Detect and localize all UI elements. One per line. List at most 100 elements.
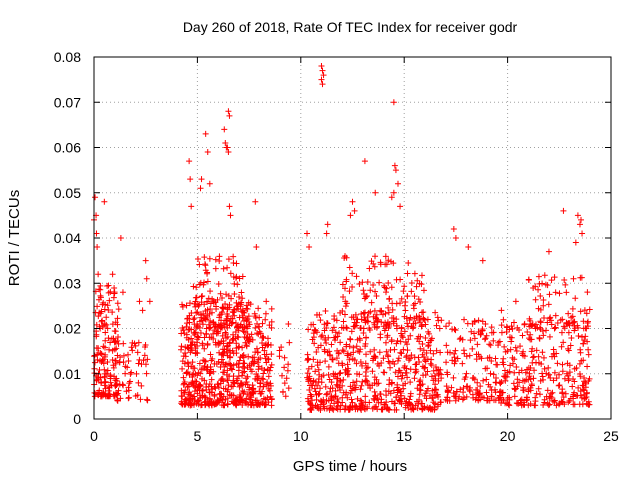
data-point bbox=[281, 380, 288, 387]
data-point bbox=[559, 368, 566, 375]
data-point bbox=[496, 338, 503, 345]
data-point bbox=[224, 377, 231, 384]
data-point bbox=[211, 391, 218, 398]
data-point bbox=[405, 357, 412, 364]
data-point bbox=[383, 392, 390, 399]
data-point bbox=[187, 400, 194, 407]
data-point bbox=[377, 261, 384, 268]
data-point bbox=[254, 349, 261, 356]
data-point bbox=[401, 283, 408, 290]
data-point bbox=[363, 351, 370, 358]
data-point bbox=[385, 309, 392, 316]
data-point bbox=[323, 339, 330, 346]
data-point bbox=[242, 339, 249, 346]
data-point bbox=[418, 272, 425, 279]
data-point bbox=[352, 311, 359, 318]
data-point bbox=[575, 384, 582, 391]
data-point bbox=[367, 348, 374, 355]
data-point bbox=[423, 388, 430, 395]
data-point bbox=[120, 340, 127, 347]
data-point bbox=[196, 392, 203, 399]
data-point bbox=[529, 354, 536, 361]
data-point bbox=[585, 351, 592, 358]
data-point bbox=[127, 371, 134, 378]
data-point bbox=[347, 212, 354, 219]
data-point bbox=[93, 321, 100, 328]
data-point bbox=[369, 405, 376, 412]
data-point bbox=[565, 399, 572, 406]
data-point bbox=[530, 353, 537, 360]
data-point bbox=[415, 354, 422, 361]
data-point bbox=[373, 403, 380, 410]
data-point bbox=[235, 367, 242, 374]
data-point bbox=[559, 399, 566, 406]
data-point bbox=[104, 325, 111, 332]
data-point bbox=[527, 331, 534, 338]
data-point bbox=[111, 284, 118, 291]
data-point bbox=[577, 373, 584, 380]
data-point bbox=[583, 400, 590, 407]
data-point bbox=[412, 320, 419, 327]
data-point bbox=[506, 402, 513, 409]
data-point bbox=[198, 176, 205, 183]
data-point bbox=[499, 359, 506, 366]
data-point bbox=[212, 385, 219, 392]
data-point bbox=[342, 303, 349, 310]
data-point bbox=[509, 325, 516, 332]
data-point bbox=[220, 321, 227, 328]
data-point bbox=[180, 374, 187, 381]
data-point bbox=[236, 275, 243, 282]
data-point bbox=[329, 327, 336, 334]
data-point bbox=[451, 393, 458, 400]
data-point bbox=[110, 364, 117, 371]
data-point bbox=[183, 370, 190, 377]
data-point bbox=[233, 396, 240, 403]
data-point bbox=[207, 351, 214, 358]
data-point bbox=[282, 393, 289, 400]
data-point bbox=[138, 382, 145, 389]
data-point bbox=[230, 377, 237, 384]
data-point bbox=[226, 391, 233, 398]
data-point bbox=[353, 343, 360, 350]
y-tick-label: 0.06 bbox=[54, 140, 81, 156]
data-point bbox=[278, 344, 285, 351]
data-point bbox=[546, 401, 553, 408]
data-point bbox=[254, 330, 261, 337]
data-point bbox=[402, 369, 409, 376]
data-point bbox=[364, 278, 371, 285]
data-point bbox=[368, 299, 375, 306]
data-point bbox=[194, 321, 201, 328]
data-point bbox=[521, 320, 528, 327]
data-point bbox=[238, 289, 245, 296]
data-point bbox=[230, 309, 237, 316]
data-point bbox=[394, 337, 401, 344]
x-tick-label: 5 bbox=[194, 428, 202, 444]
data-point bbox=[265, 355, 272, 362]
data-point bbox=[215, 330, 222, 337]
data-point bbox=[583, 310, 590, 317]
data-point bbox=[362, 369, 369, 376]
data-point bbox=[340, 318, 347, 325]
data-point bbox=[584, 289, 591, 296]
data-point bbox=[544, 387, 551, 394]
data-point bbox=[432, 364, 439, 371]
data-point bbox=[125, 387, 132, 394]
data-point bbox=[372, 288, 379, 295]
data-point bbox=[234, 375, 241, 382]
data-point bbox=[395, 367, 402, 374]
data-point bbox=[571, 323, 578, 330]
data-point bbox=[545, 402, 552, 409]
data-point bbox=[285, 361, 292, 368]
data-point bbox=[304, 357, 311, 364]
data-point bbox=[411, 293, 418, 300]
data-point bbox=[408, 280, 415, 287]
data-point bbox=[267, 393, 274, 400]
data-point bbox=[555, 382, 562, 389]
data-point bbox=[393, 340, 400, 347]
data-point bbox=[322, 383, 329, 390]
data-point bbox=[215, 397, 222, 404]
data-point bbox=[563, 289, 570, 296]
data-point bbox=[430, 399, 437, 406]
data-point bbox=[133, 370, 140, 377]
data-point bbox=[407, 401, 414, 408]
